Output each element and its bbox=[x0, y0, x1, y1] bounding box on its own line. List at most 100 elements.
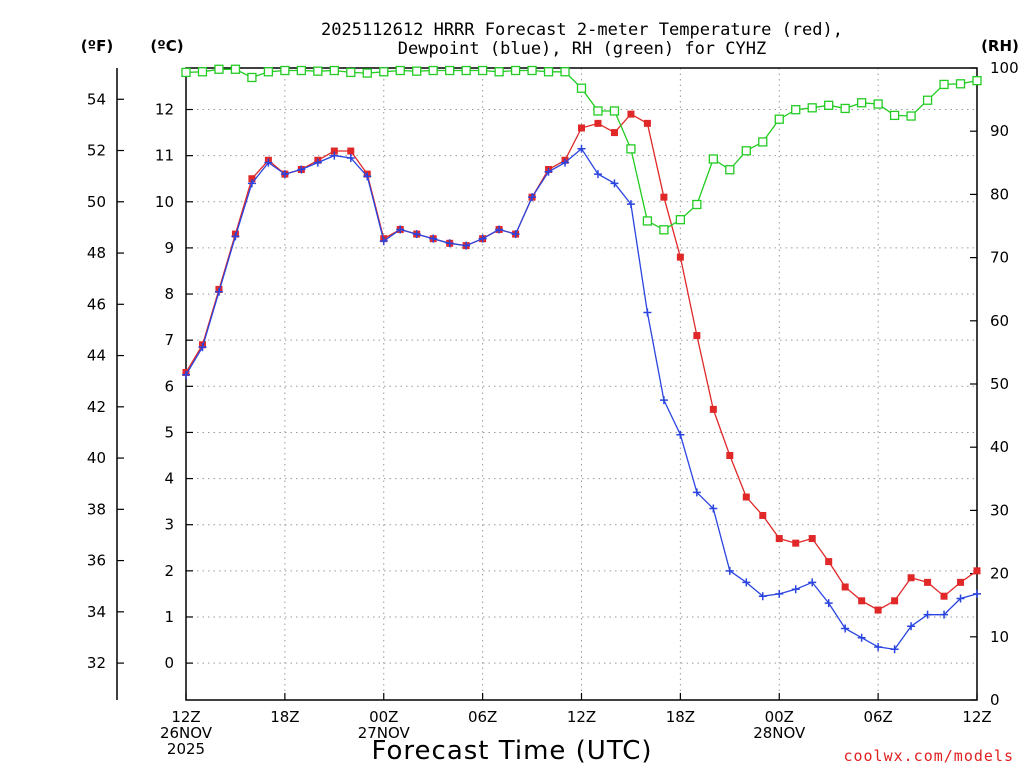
data-point-marker bbox=[940, 610, 949, 619]
data-point-marker bbox=[725, 165, 735, 175]
rh-tick-label: 20 bbox=[990, 565, 1009, 583]
data-point-marker bbox=[676, 253, 684, 261]
data-point-marker bbox=[841, 583, 849, 591]
data-point-marker bbox=[330, 147, 338, 155]
data-point-marker bbox=[924, 578, 932, 586]
data-point-marker bbox=[379, 236, 388, 245]
data-point-marker bbox=[889, 110, 900, 121]
data-point-marker bbox=[742, 493, 750, 501]
fahrenheit-tick-label: 36 bbox=[87, 552, 106, 570]
data-point-marker bbox=[907, 622, 916, 631]
x-tick-label: 12Z bbox=[962, 708, 991, 726]
data-point-marker bbox=[214, 64, 224, 74]
data-point-marker bbox=[478, 234, 487, 243]
rh-tick-label: 60 bbox=[990, 312, 1009, 330]
data-point-marker bbox=[922, 95, 933, 105]
data-point-marker bbox=[263, 67, 274, 77]
fahrenheit-tick-label: 34 bbox=[87, 603, 106, 621]
data-point-marker bbox=[923, 610, 932, 619]
data-point-marker bbox=[313, 158, 322, 167]
data-point-marker bbox=[774, 114, 784, 124]
data-point-marker bbox=[973, 567, 981, 575]
x-tick-label: 12Z bbox=[567, 708, 596, 726]
celsius-tick-label: 9 bbox=[164, 239, 174, 257]
data-point-marker bbox=[709, 405, 717, 413]
fahrenheit-tick-label: 40 bbox=[87, 449, 106, 467]
data-point-marker bbox=[758, 137, 768, 147]
rh-tick-label: 0 bbox=[990, 691, 1000, 709]
data-point-marker bbox=[775, 589, 784, 598]
data-point-marker bbox=[296, 65, 307, 76]
data-point-marker bbox=[858, 597, 866, 605]
data-point-marker bbox=[214, 287, 223, 296]
x-tick-label: 00Z bbox=[369, 708, 398, 726]
data-point-marker bbox=[494, 67, 504, 77]
data-point-marker bbox=[808, 578, 817, 587]
data-point-marker bbox=[445, 239, 454, 248]
data-point-marker bbox=[906, 111, 916, 121]
data-point-marker bbox=[660, 193, 668, 201]
x-tick-label: 06Z bbox=[468, 708, 497, 726]
data-point-marker bbox=[759, 511, 767, 519]
data-point-marker bbox=[363, 172, 372, 181]
data-point-marker bbox=[329, 65, 339, 76]
data-point-marker bbox=[824, 100, 834, 110]
data-point-marker bbox=[956, 594, 965, 603]
tick-labels: 0123456789101112323436384042444648505254… bbox=[87, 59, 1019, 758]
data-point-marker bbox=[379, 67, 389, 77]
data-point-marker bbox=[856, 98, 867, 108]
data-point-marker bbox=[708, 154, 718, 164]
celsius-tick-label: 6 bbox=[164, 377, 174, 395]
data-point-marker bbox=[347, 147, 355, 155]
data-point-marker bbox=[594, 119, 602, 127]
rh-unit-label: (RH) bbox=[981, 37, 1019, 55]
data-point-marker bbox=[543, 67, 554, 77]
data-point-marker bbox=[609, 106, 620, 116]
data-point-marker bbox=[429, 234, 438, 243]
data-point-marker bbox=[891, 597, 899, 605]
data-point-marker bbox=[693, 332, 701, 340]
data-point-marker bbox=[477, 65, 488, 76]
data-point-marker bbox=[874, 606, 882, 614]
data-point-marker bbox=[692, 488, 701, 497]
data-point-marker bbox=[362, 68, 372, 78]
data-point-marker bbox=[544, 167, 553, 176]
celsius-tick-label: 8 bbox=[164, 285, 174, 303]
data-point-marker bbox=[939, 79, 949, 90]
celsius-tick-label: 12 bbox=[155, 101, 174, 119]
x-tick-label: 2025 bbox=[167, 740, 205, 758]
celsius-tick-label: 2 bbox=[164, 562, 174, 580]
x-tick-label: 28NOV bbox=[753, 724, 806, 742]
data-point-marker bbox=[577, 144, 586, 153]
chart-title-line1: 2025112612 HRRR Forecast 2-meter Tempera… bbox=[321, 20, 843, 40]
fahrenheit-tick-label: 44 bbox=[87, 347, 106, 365]
fahrenheit-tick-label: 48 bbox=[87, 244, 106, 262]
celsius-tick-label: 11 bbox=[155, 147, 174, 165]
data-point-marker bbox=[231, 232, 240, 241]
celsius-tick-label: 5 bbox=[164, 423, 174, 441]
data-point-marker bbox=[972, 75, 982, 86]
data-point-marker bbox=[692, 199, 702, 210]
chart-title-line2: Dewpoint (blue), RH (green) for CYHZ bbox=[398, 39, 766, 59]
x-tick-label: 00Z bbox=[765, 708, 794, 726]
data-point-marker bbox=[857, 633, 866, 642]
data-point-marker bbox=[643, 119, 651, 127]
data-point-marker bbox=[511, 230, 520, 239]
x-tick-label: 18Z bbox=[270, 708, 299, 726]
data-point-marker bbox=[742, 578, 751, 587]
data-point-marker bbox=[890, 645, 899, 654]
data-point-marker bbox=[247, 179, 256, 188]
data-point-marker bbox=[808, 535, 816, 543]
data-point-marker bbox=[675, 215, 686, 225]
data-point-marker bbox=[973, 589, 981, 598]
rh-tick-label: 90 bbox=[990, 122, 1009, 140]
data-point-marker bbox=[182, 370, 190, 379]
x-axis-label: Forecast Time (UTC) bbox=[371, 736, 652, 766]
rh-tick-label: 70 bbox=[990, 249, 1009, 267]
data-point-marker bbox=[297, 165, 306, 174]
data-point-marker bbox=[940, 592, 948, 600]
data-point-marker bbox=[873, 99, 883, 109]
data-point-marker bbox=[198, 343, 207, 352]
data-point-marker bbox=[874, 642, 883, 651]
data-point-marker bbox=[758, 592, 767, 601]
